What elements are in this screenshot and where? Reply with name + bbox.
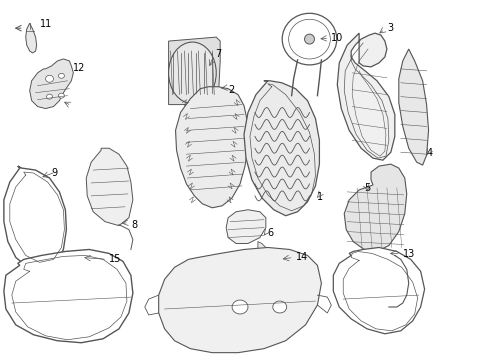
Text: 8: 8 bbox=[131, 220, 137, 230]
Text: 1: 1 bbox=[318, 192, 323, 202]
Text: 9: 9 bbox=[51, 168, 58, 178]
Polygon shape bbox=[226, 210, 266, 243]
Ellipse shape bbox=[232, 300, 248, 314]
Polygon shape bbox=[337, 33, 395, 160]
Ellipse shape bbox=[282, 13, 337, 65]
Ellipse shape bbox=[47, 94, 52, 99]
Polygon shape bbox=[175, 87, 248, 208]
Polygon shape bbox=[4, 249, 133, 343]
Text: 7: 7 bbox=[215, 49, 221, 59]
Polygon shape bbox=[25, 23, 37, 53]
Polygon shape bbox=[344, 164, 407, 251]
Polygon shape bbox=[4, 166, 66, 271]
Polygon shape bbox=[159, 247, 321, 353]
Text: 5: 5 bbox=[364, 183, 370, 193]
Text: 10: 10 bbox=[331, 33, 343, 43]
Ellipse shape bbox=[169, 44, 216, 102]
Text: 2: 2 bbox=[228, 85, 234, 95]
Text: 4: 4 bbox=[427, 148, 433, 158]
Text: 12: 12 bbox=[74, 63, 86, 73]
Polygon shape bbox=[258, 242, 270, 264]
Text: 14: 14 bbox=[295, 252, 308, 262]
Text: 6: 6 bbox=[268, 228, 274, 238]
Ellipse shape bbox=[273, 301, 287, 313]
Text: 3: 3 bbox=[387, 23, 393, 33]
Ellipse shape bbox=[58, 93, 64, 98]
Ellipse shape bbox=[289, 19, 330, 59]
Polygon shape bbox=[86, 148, 133, 226]
Polygon shape bbox=[333, 247, 425, 334]
Polygon shape bbox=[399, 49, 429, 165]
Ellipse shape bbox=[174, 51, 210, 95]
Ellipse shape bbox=[305, 34, 315, 44]
Polygon shape bbox=[169, 37, 220, 105]
Ellipse shape bbox=[169, 42, 216, 104]
Text: 15: 15 bbox=[109, 255, 122, 265]
Text: 11: 11 bbox=[40, 19, 52, 29]
Text: 13: 13 bbox=[403, 249, 415, 260]
Ellipse shape bbox=[46, 75, 53, 82]
Polygon shape bbox=[244, 81, 319, 216]
Polygon shape bbox=[30, 59, 74, 109]
Ellipse shape bbox=[58, 73, 64, 78]
